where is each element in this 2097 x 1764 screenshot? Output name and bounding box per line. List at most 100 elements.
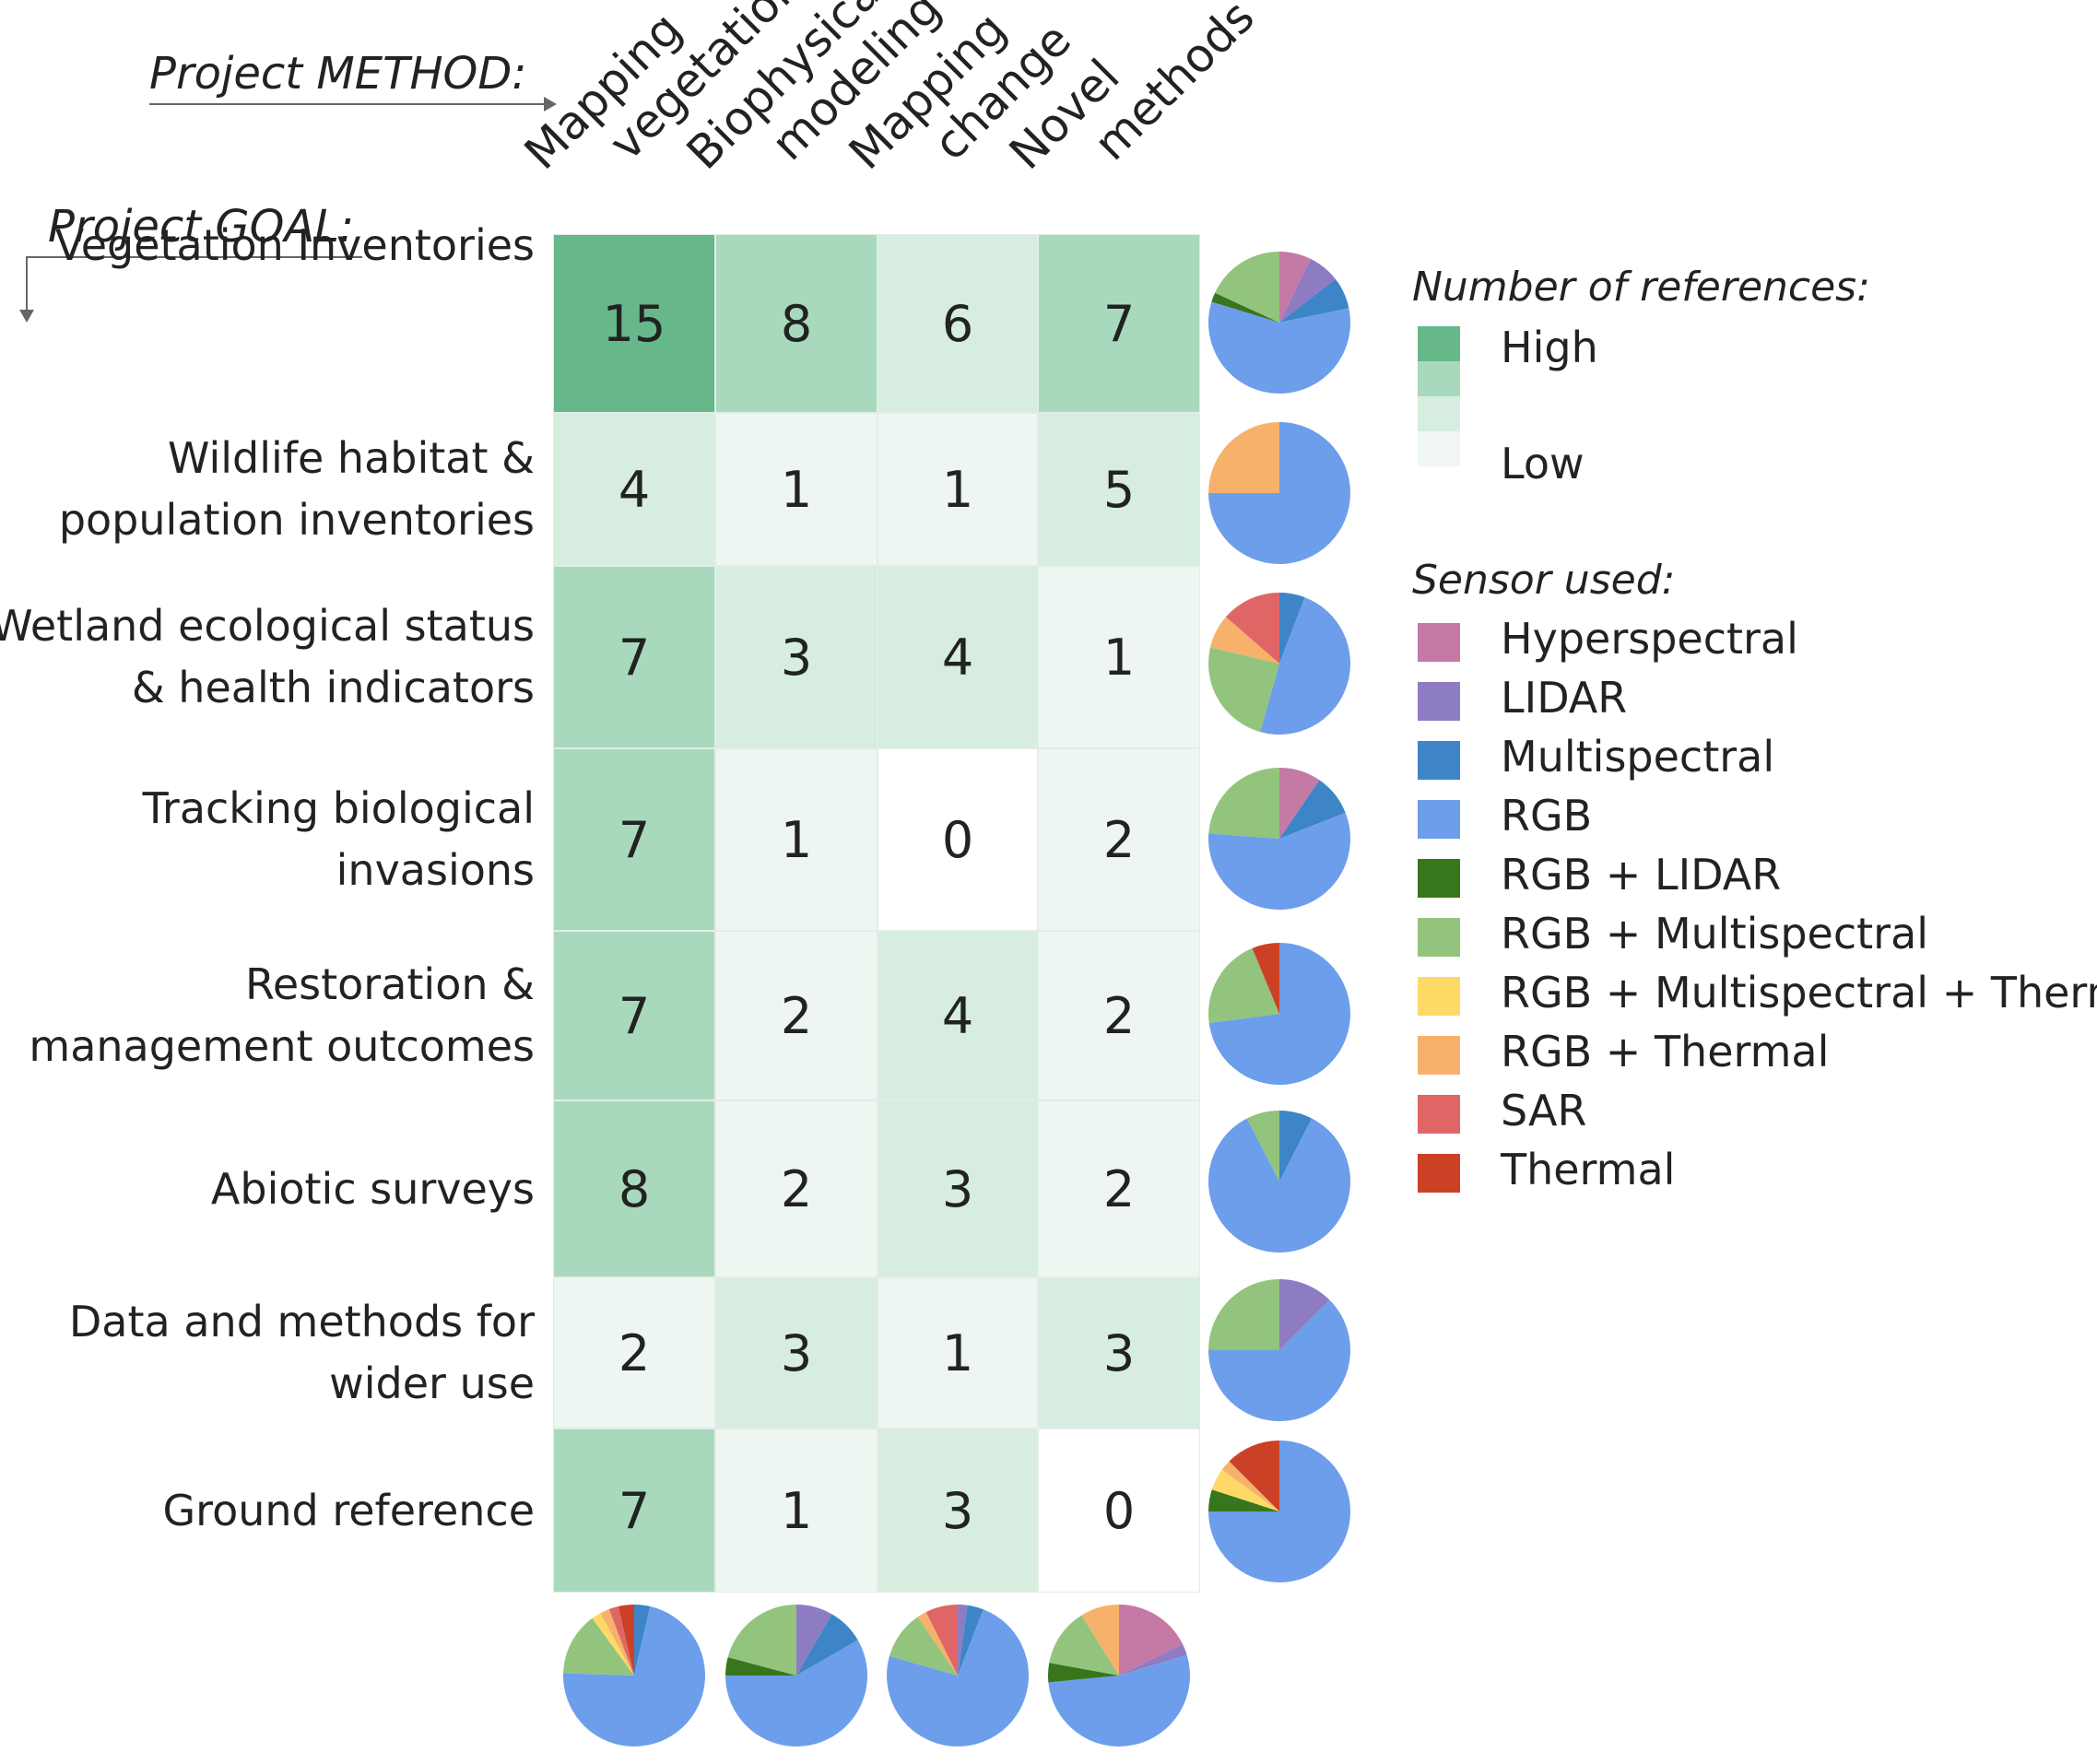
row-label-line: Wildlife habitat & [168,433,535,483]
legend-sensor-swatch [1418,623,1460,662]
pie-slice [1048,1654,1190,1746]
heatmap-cell: 4 [553,413,715,566]
heatmap-cell: 3 [878,1100,1038,1277]
heatmap-cell: 6 [878,234,1038,413]
column-pie [887,1605,1029,1746]
pie-slice [889,1617,958,1676]
pie-slice [1208,1489,1279,1511]
row-label: Wildlife habitat & population inventories [59,428,535,550]
pie-slice [600,1608,634,1676]
heatmap-cell: 1 [715,1429,878,1593]
row-label-line: Vegetation Inventories [54,220,535,270]
pie-slice [634,1605,651,1676]
pie-slice [618,1605,634,1676]
legend-count-swatch-mid-high [1418,361,1460,396]
heatmap-cell: 1 [878,1277,1038,1429]
goal-axis-underline [26,256,362,258]
pie-slice [1208,1118,1351,1252]
heatmap-cell: 0 [1038,1429,1200,1593]
heatmap-cell: 2 [553,1277,715,1429]
legend-sensor-label: RGB + Thermal [1501,1027,1830,1076]
heatmap-cell: 3 [715,1277,878,1429]
pie-slice [1208,647,1279,733]
legend-sensor-swatch [1418,800,1460,839]
row-pie [1208,1279,1350,1421]
row-label-line: wider use [329,1358,535,1408]
legend-high-label: High [1501,323,1598,372]
row-label-line: Abiotic surveys [210,1163,535,1214]
goal-axis-title: Project GOAL: [48,201,355,253]
heatmap-cell: 7 [553,748,715,931]
pie-slice [1208,1299,1350,1421]
pie-slice [1279,768,1320,839]
legend-sensor-swatch [1418,918,1460,957]
row-label: Wetland ecological status & health indica… [0,595,535,718]
pie-slice [1279,1111,1313,1182]
pie-slice [917,1612,958,1676]
pie-slice [1119,1605,1184,1676]
goal-axis-drop-line [26,256,28,312]
heatmap-cell: 1 [715,413,878,566]
pie-slice [1208,943,1350,1085]
heatmap-cell: 3 [715,566,878,748]
row-pie [1208,422,1350,564]
pie-slice [1252,943,1279,1014]
heatmap-cell: 0 [878,748,1038,931]
legend-sensor-swatch [1418,1095,1460,1134]
heatmap-cell: 2 [715,931,878,1100]
pie-slice [1208,947,1279,1024]
heatmap-cell: 2 [1038,931,1200,1100]
row-pie [1208,943,1350,1085]
pie-slice [1081,1605,1119,1676]
heatmap-cell: 1 [715,748,878,931]
pie-slice [1225,593,1279,664]
pie-slice [725,1640,867,1746]
column-pie [563,1605,705,1746]
pie-slice [563,1617,634,1676]
row-label: Abiotic surveys [211,1158,535,1220]
heatmap-cell: 7 [553,566,715,748]
pie-slice [1279,252,1311,323]
row-pie [1208,768,1350,910]
heatmap-cell: 7 [553,931,715,1100]
heatmap-cell: 5 [1038,413,1200,566]
pie-slice [958,1605,984,1676]
heatmap-cell: 2 [1038,748,1200,931]
legend-sensor-label: LIDAR [1501,673,1628,723]
row-label: Ground reference [163,1480,535,1542]
legend-count-swatch-mid-low [1418,396,1460,431]
legend-sensor-swatch [1418,1154,1460,1193]
pie-slice [1208,812,1350,910]
heatmap-cell: 1 [1038,566,1200,748]
heatmap-cell: 8 [553,1100,715,1277]
row-pie [1208,593,1351,735]
heatmap-cell: 15 [553,234,715,413]
pie-slice [608,1605,634,1676]
column-pie [725,1605,867,1746]
row-label: Restoration & management outcomes [29,954,535,1076]
pie-slice [592,1613,634,1676]
pie-slice [1279,1279,1330,1350]
legend-sensor-swatch [1418,859,1460,898]
legend-sensor-label: RGB + Multispectral + Thermal [1501,968,2097,1017]
legend-sensor-swatch [1418,741,1460,780]
legend-count-title: Number of references: [1412,264,1870,311]
pie-slice [1208,1279,1279,1350]
heatmap-cell: 2 [715,1100,878,1277]
legend-sensor-label: Hyperspectral [1501,614,1798,664]
legend-sensor-title: Sensor used: [1412,557,1676,604]
row-label: Vegetation Inventories [55,215,535,276]
legend-low-label: Low [1501,439,1585,488]
legend-sensor-label: RGB [1501,791,1593,841]
pie-slice [1211,1469,1279,1511]
heatmap-cell: 1 [878,413,1038,566]
row-pie [1208,1111,1351,1252]
legend-sensor-label: Thermal [1501,1145,1676,1194]
row-label-line: Ground reference [162,1485,535,1535]
legend-count-swatch-low [1418,431,1460,466]
pie-slice [1119,1643,1187,1676]
pie-slice [563,1605,705,1746]
pie-slice [1246,1111,1279,1182]
pie-slice [1279,593,1305,664]
